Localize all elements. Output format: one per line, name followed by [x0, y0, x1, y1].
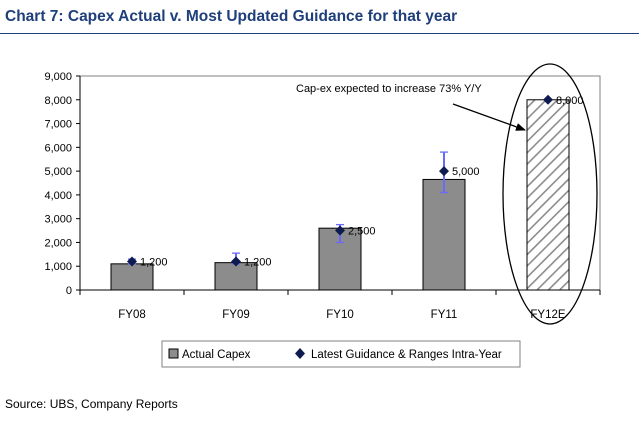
bar-fy12e — [526, 99, 570, 291]
data-label-fy08: 1,200 — [140, 256, 168, 268]
legend-label-actual-capex: Actual Capex — [182, 349, 251, 361]
data-label-fy12e: 8,000 — [556, 95, 584, 107]
bar-series-actual-capex — [110, 99, 570, 291]
x-tick-label: FY12E — [530, 309, 565, 321]
chart-title: Chart 7: Capex Actual v. Most Updated Gu… — [5, 8, 458, 25]
y-axis: 0 1,000 2,000 3,000 4,000 5,000 6,000 7,000 8,00… — [44, 71, 81, 297]
marker-fy08 — [127, 256, 137, 267]
legend-swatch-actual-capex — [168, 348, 179, 359]
x-tick-label: FY11 — [431, 309, 458, 321]
y-tick-label: 3,000 — [44, 214, 72, 226]
y-tick-label: 0 — [66, 285, 72, 297]
y-tick-label: 9,000 — [44, 71, 72, 83]
fy12e-highlight-ellipse — [502, 63, 598, 325]
data-label-fy11: 5,000 — [452, 166, 480, 178]
y-tick-label: 8,000 — [44, 95, 72, 107]
marker-fy11 — [439, 166, 449, 177]
y-tick-label: 4,000 — [44, 190, 72, 202]
y-tick-label: 7,000 — [44, 119, 72, 131]
annotation-text: Cap-ex expected to increase 73% Y/Y — [296, 83, 482, 95]
x-tick-label: FY08 — [118, 309, 146, 321]
marker-fy09 — [231, 256, 241, 267]
x-axis: FY08 FY09 FY10 FY11 FY12E — [79, 289, 601, 321]
data-label-fy10: 2,500 — [348, 226, 376, 238]
marker-fy12e — [543, 94, 553, 105]
y-tick-label: 1,000 — [44, 261, 72, 273]
y-tick-label: 2,000 — [44, 237, 72, 249]
legend-frame — [161, 340, 521, 368]
data-label-fy09: 1,200 — [244, 256, 272, 268]
y-tick-label: 6,000 — [44, 142, 72, 154]
legend-marker-guidance — [295, 348, 305, 359]
x-tick-label: FY09 — [222, 309, 250, 321]
bar-fy11 — [422, 178, 466, 291]
annotation-arrow — [452, 103, 526, 131]
source-note: Source: UBS, Company Reports — [5, 397, 178, 411]
x-tick-label: FY10 — [326, 309, 354, 321]
legend: Actual Capex Latest Guidance & Ranges In… — [161, 340, 521, 368]
marker-series-guidance: 1,200 1,200 2,500 5,000 8,000 — [127, 94, 584, 268]
title-divider — [0, 33, 639, 34]
chart-container: 0 1,000 2,000 3,000 4,000 5,000 6,000 7,000 8,00… — [44, 63, 601, 368]
legend-label-guidance: Latest Guidance & Ranges Intra-Year — [311, 349, 502, 361]
range-series — [128, 151, 448, 265]
marker-fy10 — [335, 225, 345, 236]
capex-chart: 0 1,000 2,000 3,000 4,000 5,000 6,000 7,000 8,00… — [44, 63, 601, 368]
y-tick-label: 5,000 — [44, 166, 72, 178]
